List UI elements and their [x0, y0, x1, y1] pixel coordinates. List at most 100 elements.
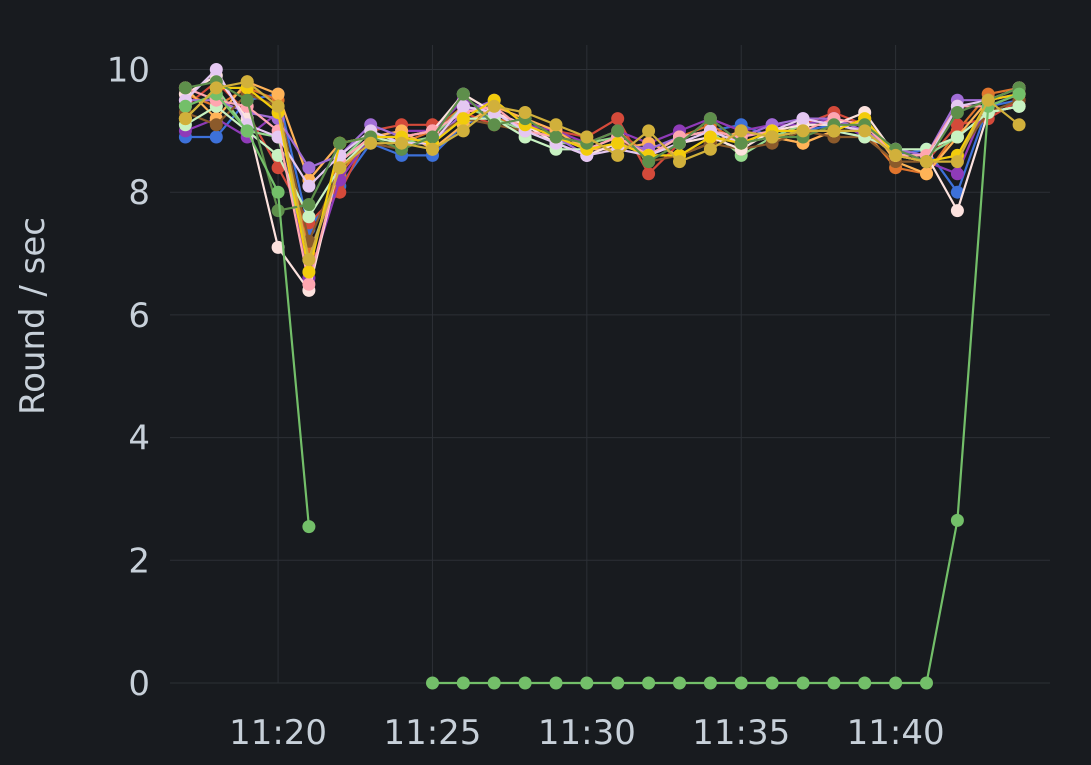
series-group	[178, 63, 1026, 690]
series-14-point-22	[858, 676, 872, 690]
series-0-point-25	[950, 185, 964, 199]
series-14-point-15	[642, 676, 656, 690]
series-10-point-4	[302, 277, 316, 291]
series-13-point-12	[549, 130, 563, 144]
series-15-point-20	[796, 124, 810, 138]
series-14-point-21	[827, 676, 841, 690]
series-8-point-3	[271, 240, 285, 254]
x-tick-label-1: 11:25	[383, 713, 481, 753]
series-15-point-25	[950, 155, 964, 169]
series-14-point-18	[734, 676, 748, 690]
series-13-point-15	[642, 155, 656, 169]
series-13-point-4	[302, 198, 316, 211]
series-15-point-0	[178, 112, 192, 126]
series-5-point-3	[271, 87, 285, 101]
series-14-point-4	[302, 520, 316, 534]
series-13	[178, 75, 1026, 218]
series-15-point-11	[518, 106, 532, 119]
series-14-point-3	[271, 185, 285, 199]
series-15-point-1	[209, 81, 223, 95]
series-15-point-13	[580, 130, 594, 144]
series-15-point-26	[981, 93, 995, 107]
series-15-point-16	[673, 155, 686, 169]
x-tick-label-4: 11:40	[847, 713, 945, 753]
series-11-point-1	[209, 63, 223, 76]
y-tick-label-2: 4	[128, 419, 150, 459]
series-14-point-25	[950, 513, 964, 527]
y-tick-label-5: 10	[107, 51, 150, 91]
series-12-point-9	[456, 112, 470, 126]
series-15-point-15	[642, 124, 656, 138]
y-axis-label: Round / sec	[13, 217, 53, 415]
y-tick-label-1: 2	[128, 541, 150, 581]
series-15-point-2	[240, 75, 254, 89]
series-13-point-9	[456, 87, 470, 101]
series-14-point-23	[889, 676, 903, 690]
y-tick-label-3: 6	[128, 296, 150, 336]
series-14-point-11	[518, 676, 532, 690]
series-14-line-1	[432, 93, 1020, 685]
series-14-point-14	[611, 676, 625, 690]
series-14-point-12	[549, 676, 563, 690]
x-tick-label-2: 11:30	[538, 713, 636, 753]
series-12-point-4	[302, 265, 316, 279]
series-13-point-16	[673, 136, 686, 150]
x-tick-label-3: 11:35	[692, 713, 790, 753]
series-13-point-3	[271, 204, 285, 218]
series-14-point-17	[703, 676, 717, 690]
series-14-point-2	[240, 124, 254, 138]
series-13-point-17	[703, 112, 717, 126]
series-15-point-3	[271, 99, 285, 113]
series-11-point-4	[302, 179, 316, 193]
series-13-point-10	[487, 118, 501, 132]
series-14	[178, 87, 1026, 690]
series-13-point-5	[333, 136, 347, 150]
series-15-point-5	[333, 161, 347, 175]
series-15-point-14	[611, 148, 625, 162]
series-15-point-8	[426, 142, 439, 156]
series-13-point-8	[426, 130, 439, 144]
series-15-point-18	[734, 124, 748, 138]
series-13-point-2	[240, 93, 254, 107]
series-14-point-9	[456, 676, 470, 690]
series-6-point-4	[302, 161, 316, 175]
series-14-point-27	[1012, 87, 1026, 101]
series-11-point-20	[796, 112, 810, 126]
series-12-point-17	[703, 130, 717, 144]
series-15-point-22	[858, 124, 872, 138]
series-14-point-20	[796, 676, 810, 690]
series-14-point-24	[920, 676, 933, 690]
series-9-point-4	[302, 210, 316, 224]
series-15-point-21	[827, 124, 841, 138]
x-axis-ticks: 11:20 11:25 11:30 11:35 11:40	[229, 713, 945, 753]
series-15	[178, 75, 1026, 267]
series-14-point-16	[673, 676, 686, 690]
series-15-point-7	[395, 136, 409, 150]
series-14-point-19	[765, 676, 779, 690]
series-13-line-0	[185, 80, 1020, 212]
series-15-point-27	[1012, 118, 1026, 132]
y-tick-label-0: 0	[128, 664, 150, 704]
series-14-point-8	[426, 676, 439, 690]
series-0-point-1	[209, 130, 223, 144]
series-13-point-0	[178, 81, 192, 95]
series-11-point-9	[456, 99, 470, 113]
series-7-point-1	[209, 118, 223, 132]
series-15-point-12	[549, 118, 563, 132]
series-15-point-24	[920, 155, 933, 169]
series-14-point-10	[487, 676, 501, 690]
series-15-point-9	[456, 124, 470, 138]
series-10-line-0	[184, 86, 1020, 286]
series-15-point-17	[703, 142, 717, 156]
series-13-point-25	[950, 106, 964, 119]
series-2-point-15	[642, 167, 656, 181]
y-axis-ticks: 0 2 4 6 8 10	[107, 51, 150, 704]
series-15-point-4	[302, 253, 316, 267]
y-tick-label-4: 8	[128, 173, 150, 213]
series-8-point-25	[950, 204, 964, 218]
series-14-point-13	[580, 676, 594, 690]
series-5-point-24	[920, 167, 933, 181]
series-13-point-18	[734, 136, 748, 150]
